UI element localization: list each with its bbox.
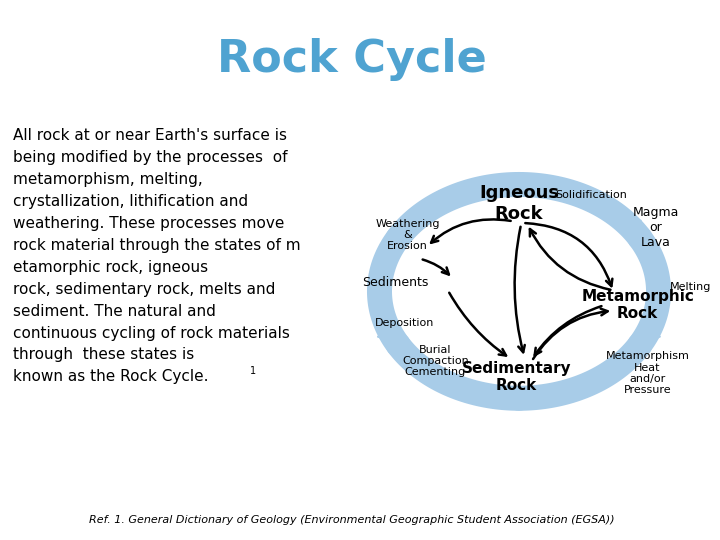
- Polygon shape: [639, 327, 660, 345]
- Text: rock, sedimentary rock, melts and: rock, sedimentary rock, melts and: [13, 282, 276, 297]
- Text: Metamorphic
Rock: Metamorphic Rock: [581, 289, 694, 321]
- Text: Metamorphism: Metamorphism: [606, 350, 689, 361]
- Polygon shape: [377, 327, 400, 345]
- Text: Weathering
&
Erosion: Weathering & Erosion: [375, 219, 440, 251]
- Text: rock material through the states of m: rock material through the states of m: [13, 238, 301, 253]
- Text: continuous cycling of rock materials: continuous cycling of rock materials: [13, 326, 290, 341]
- Polygon shape: [519, 175, 539, 194]
- Text: Rock Cycle: Rock Cycle: [217, 37, 487, 80]
- Text: Ref. 1. General Dictionary of Geology (Environmental Geographic Student Associat: Ref. 1. General Dictionary of Geology (E…: [89, 516, 614, 525]
- Text: All rock at or near Earth's surface is: All rock at or near Earth's surface is: [13, 129, 287, 144]
- Polygon shape: [377, 327, 400, 345]
- Text: Magma
or
Lava: Magma or Lava: [633, 206, 679, 249]
- Text: Melting: Melting: [670, 282, 711, 292]
- Text: Igneous
Rock: Igneous Rock: [479, 184, 559, 223]
- Text: etamorphic rock, igneous: etamorphic rock, igneous: [13, 260, 208, 275]
- Text: known as the Rock Cycle.: known as the Rock Cycle.: [13, 369, 209, 384]
- Polygon shape: [619, 220, 641, 238]
- Text: through  these states is: through these states is: [13, 348, 194, 362]
- Text: crystallization, lithification and: crystallization, lithification and: [13, 194, 248, 209]
- Text: sediment. The natural and: sediment. The natural and: [13, 303, 216, 319]
- Text: Burial
Compaction
Cementing: Burial Compaction Cementing: [402, 345, 469, 377]
- Text: metamorphism, melting,: metamorphism, melting,: [13, 172, 203, 187]
- Text: Sediments: Sediments: [362, 276, 428, 289]
- Text: Heat
and/or
Pressure: Heat and/or Pressure: [624, 363, 671, 395]
- Text: Deposition: Deposition: [375, 319, 434, 328]
- Text: Solidification: Solidification: [556, 190, 628, 200]
- Text: 1: 1: [251, 366, 256, 376]
- Text: being modified by the processes  of: being modified by the processes of: [13, 150, 288, 165]
- Text: weathering. These processes move: weathering. These processes move: [13, 216, 284, 231]
- Text: Sedimentary
Rock: Sedimentary Rock: [462, 361, 571, 393]
- Polygon shape: [519, 389, 539, 408]
